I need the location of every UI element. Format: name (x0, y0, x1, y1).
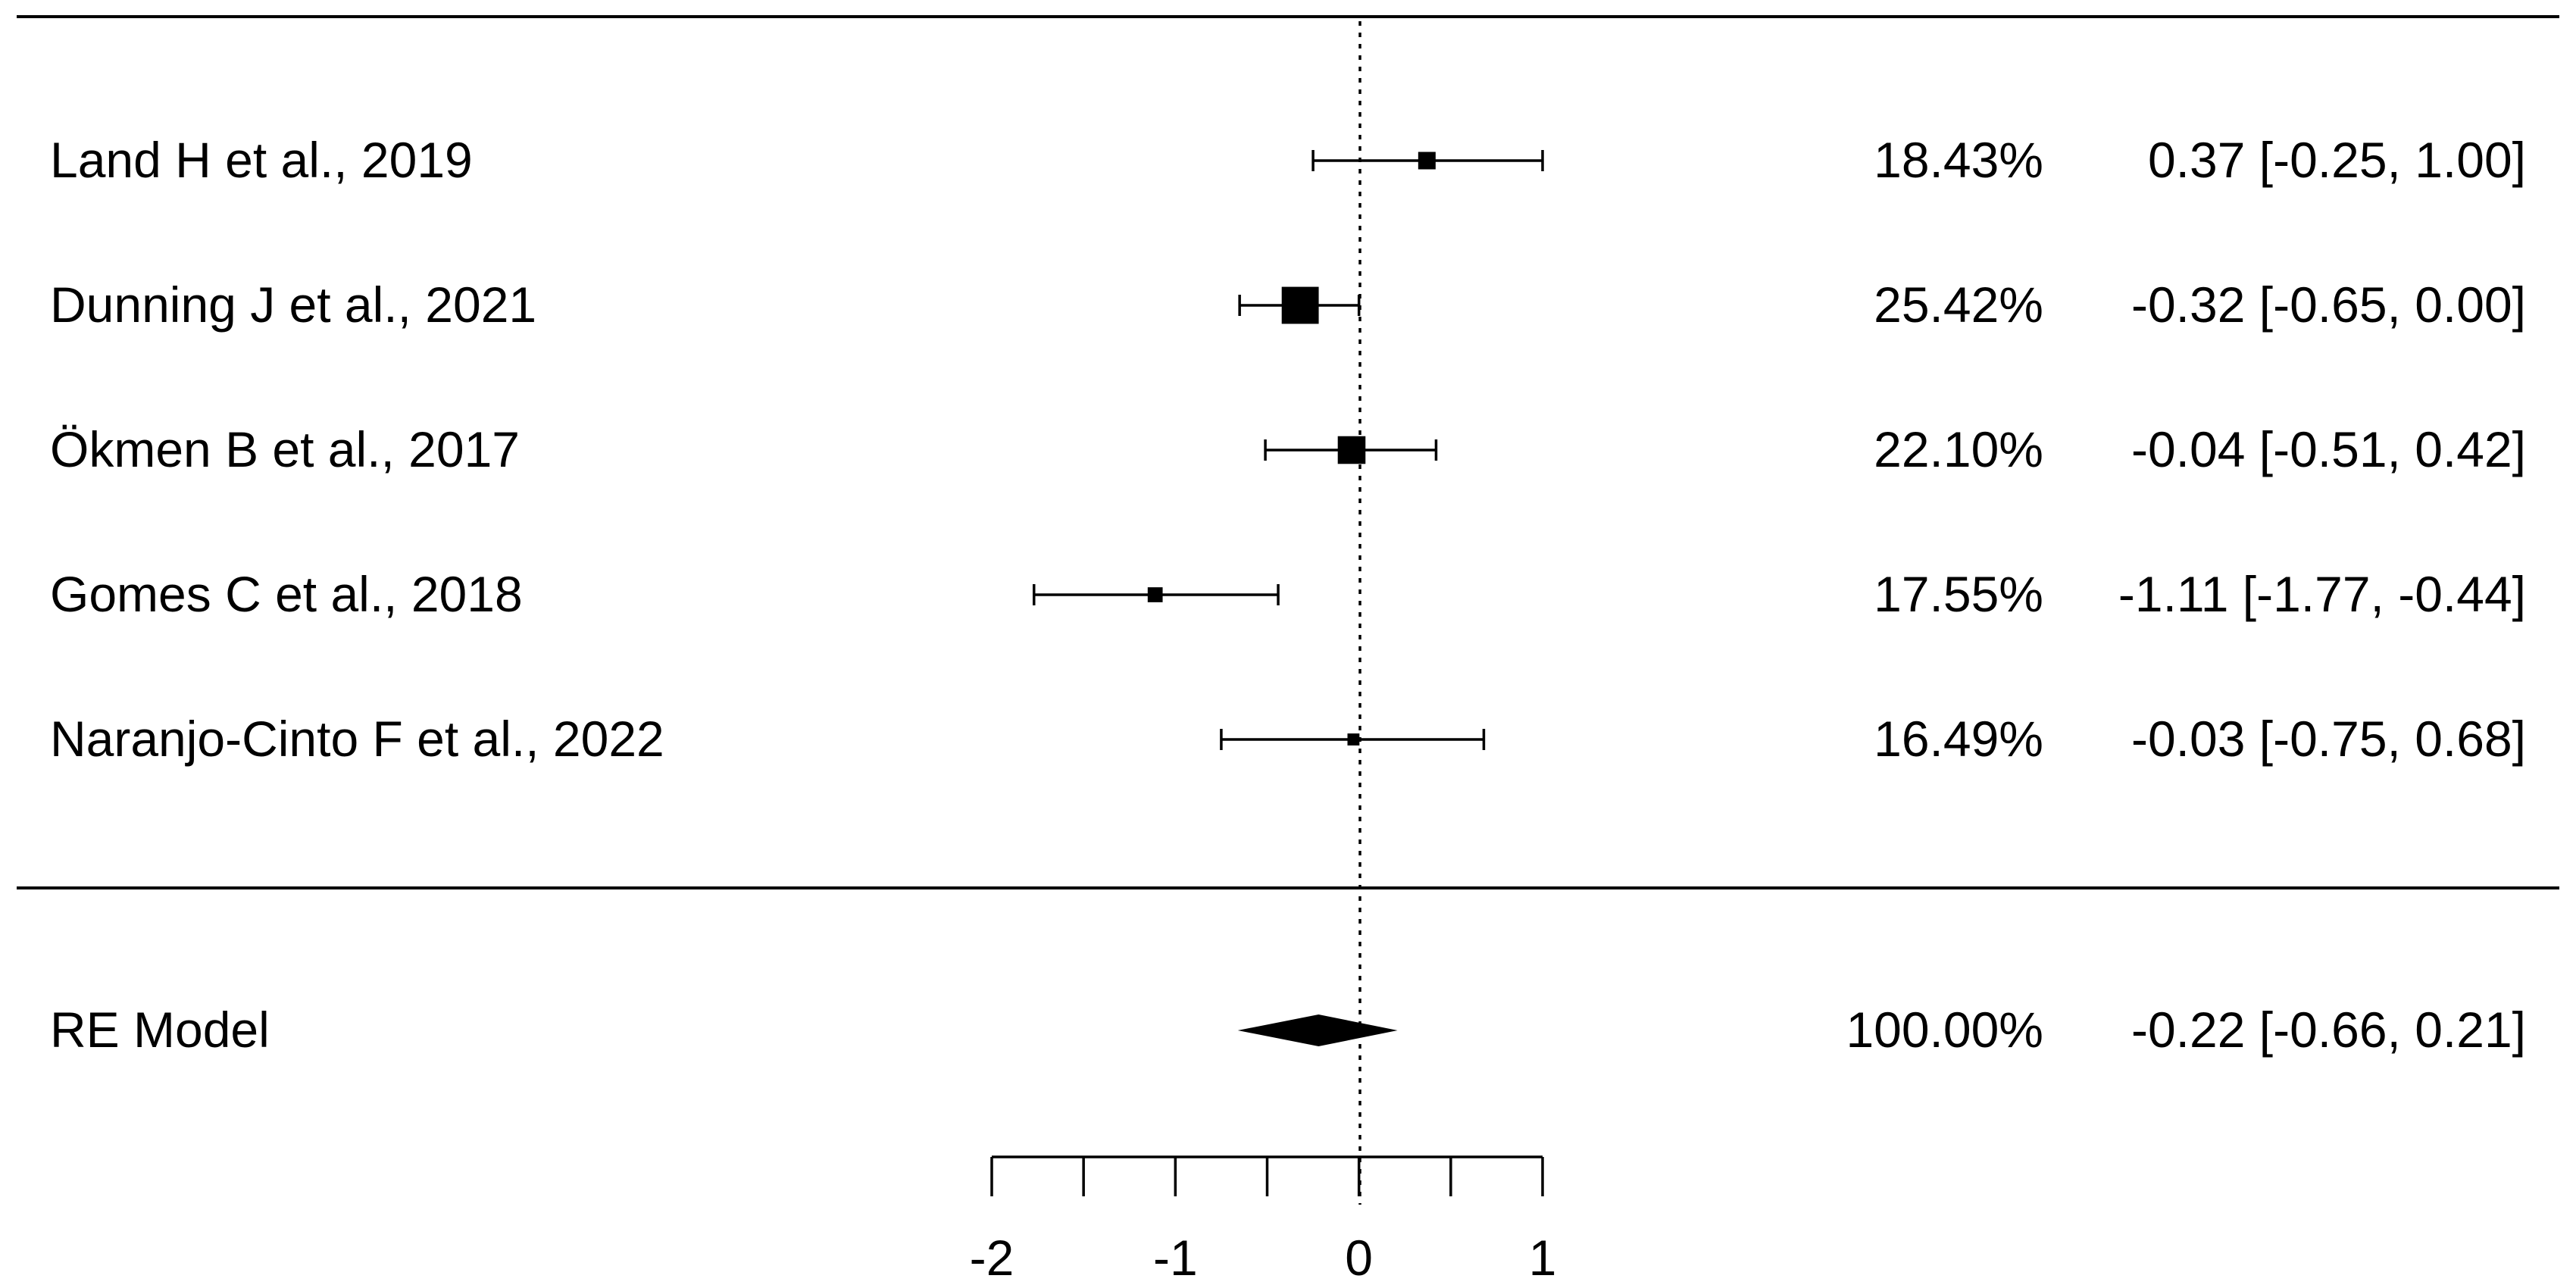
study-row: Gomes C et al., 2018 17.55% -1.11 [-1.77, … (50, 566, 2526, 622)
study-label: Ökmen B et al., 2017 (50, 421, 520, 477)
study-weight: 22.10% (1874, 421, 2043, 477)
study-label: Naranjo-Cinto F et al., 2022 (50, 711, 664, 767)
summary-label: RE Model (50, 1002, 270, 1058)
study-ci-text: -0.32 [-0.65, 0.00] (2131, 277, 2526, 333)
point-estimate-marker (1347, 733, 1360, 746)
study-row: Dunning J et al., 2021 25.42% -0.32 [-0.65… (50, 277, 2526, 333)
study-row: Naranjo-Cinto F et al., 2022 16.49% -0.03 … (50, 711, 2526, 767)
x-axis: -2 -1 0 1 (970, 1155, 1557, 1286)
study-row: Land H et al., 2019 18.43% 0.37 [-0.25, 1.… (50, 132, 2526, 188)
study-rows: Land H et al., 2019 18.43% 0.37 [-0.25, 1.… (50, 132, 2526, 767)
study-ci-text: -0.03 [-0.75, 0.68] (2131, 711, 2526, 767)
study-label: Land H et al., 2019 (50, 132, 473, 188)
study-row: Ökmen B et al., 2017 22.10% -0.04 [-0.51, … (50, 421, 2526, 477)
study-weight: 16.49% (1874, 711, 2043, 767)
summary-diamond (1237, 1014, 1398, 1046)
point-estimate-marker (1281, 286, 1319, 324)
x-axis-tick-label: 0 (1345, 1230, 1373, 1286)
study-ci-text: -1.11 [-1.77, -0.44] (2118, 566, 2526, 622)
study-weight: 25.42% (1874, 277, 2043, 333)
study-ci-text: 0.37 [-0.25, 1.00] (2148, 132, 2526, 188)
point-estimate-marker (1418, 152, 1436, 170)
x-axis-tick-label: 1 (1529, 1230, 1557, 1286)
x-axis-tick-label: -2 (970, 1230, 1014, 1286)
point-estimate-marker (1337, 436, 1366, 464)
x-axis-tick-label: -1 (1153, 1230, 1198, 1286)
point-estimate-marker (1147, 587, 1163, 602)
summary-weight: 100.00% (1846, 1002, 2043, 1058)
summary-row: RE Model 100.00% -0.22 [-0.66, 0.21] (50, 1002, 2526, 1058)
summary-ci-text: -0.22 [-0.66, 0.21] (2131, 1002, 2526, 1058)
study-label: Dunning J et al., 2021 (50, 277, 536, 333)
study-weight: 18.43% (1874, 132, 2043, 188)
study-label: Gomes C et al., 2018 (50, 566, 523, 622)
study-ci-text: -0.04 [-0.51, 0.42] (2131, 421, 2526, 477)
study-weight: 17.55% (1874, 566, 2043, 622)
